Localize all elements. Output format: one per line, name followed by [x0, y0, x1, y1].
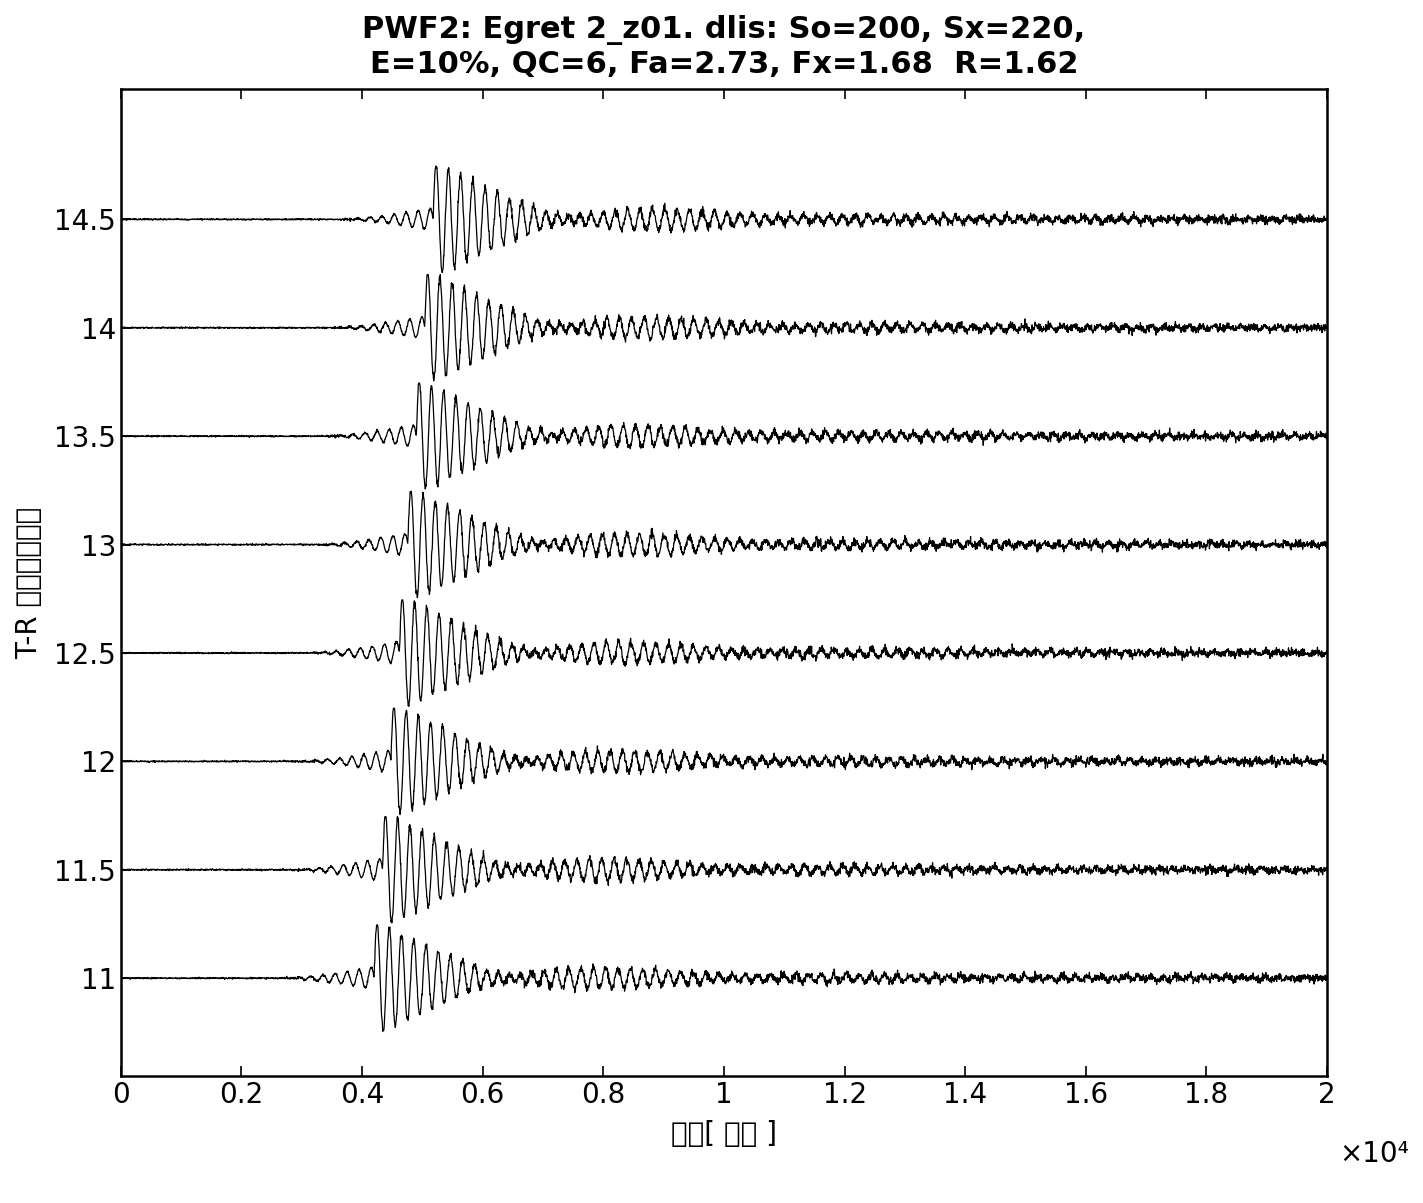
Title: PWF2: Egret 2_z01. dlis: So=200, Sx=220,
E=10%, QC=6, Fa=2.73, Fx=1.68  R=1.62: PWF2: Egret 2_z01. dlis: So=200, Sx=220,…	[363, 14, 1086, 78]
X-axis label: 时间[ 微秒 ]: 时间[ 微秒 ]	[672, 1120, 777, 1148]
Y-axis label: T-R 间隔＼英尺］: T-R 间隔＼英尺］	[16, 506, 43, 658]
Text: ×10⁴: ×10⁴	[1339, 1140, 1409, 1168]
